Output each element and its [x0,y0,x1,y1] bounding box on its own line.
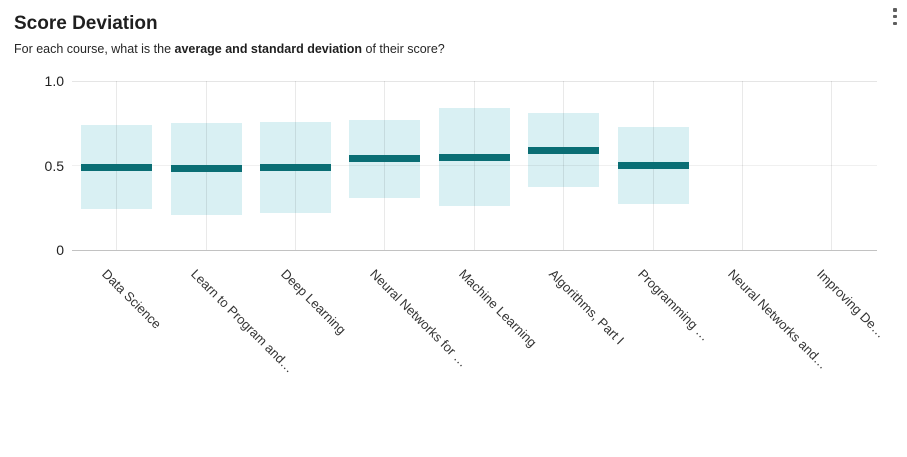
h-gridline [72,165,877,166]
v-gridline [384,81,386,250]
h-gridline [72,249,877,251]
mean-line [81,163,153,171]
subtitle-suffix: of their score? [362,42,445,56]
kebab-dot [893,14,897,19]
x-axis-label: Neural Networks for … [366,266,471,370]
x-axis-label: Machine Learning [456,266,541,350]
y-axis-tick-label: 1.0 [44,73,64,89]
mean-line [617,162,689,169]
x-axis-label: Deep Learning [277,266,349,338]
x-axis-label: Data Science [98,266,165,332]
x-axis-label: Improving De… [813,266,889,341]
mean-line [260,163,331,171]
kebab-dot [893,21,897,26]
x-axis-label: Learn to Program and… [188,266,298,376]
v-gridline [742,81,743,250]
kebab-dot [893,8,897,12]
subtitle-prefix: For each course, what is the [14,42,175,56]
y-axis-tick-label: 0 [56,242,64,258]
chart-header: Score Deviation For each course, what is… [14,12,445,57]
x-axis-label: Algorithms, Part I [545,266,627,348]
x-axis-label: Neural Networks and… [724,266,831,372]
chart-subtitle: For each course, what is the average and… [14,42,445,57]
mean-line [349,155,421,163]
v-gridline [563,81,565,250]
kebab-menu-icon[interactable] [887,5,903,29]
mean-line [438,153,510,161]
mean-line [170,165,242,173]
y-axis-tick-label: 0.5 [44,157,64,174]
mean-line [528,146,600,154]
x-axis-label: Programming … [635,266,713,344]
v-gridline [473,81,475,250]
v-gridline [831,81,833,250]
page-title: Score Deviation [14,13,158,34]
subtitle-bold: average and standard deviation [174,42,363,56]
h-gridline [72,80,877,82]
